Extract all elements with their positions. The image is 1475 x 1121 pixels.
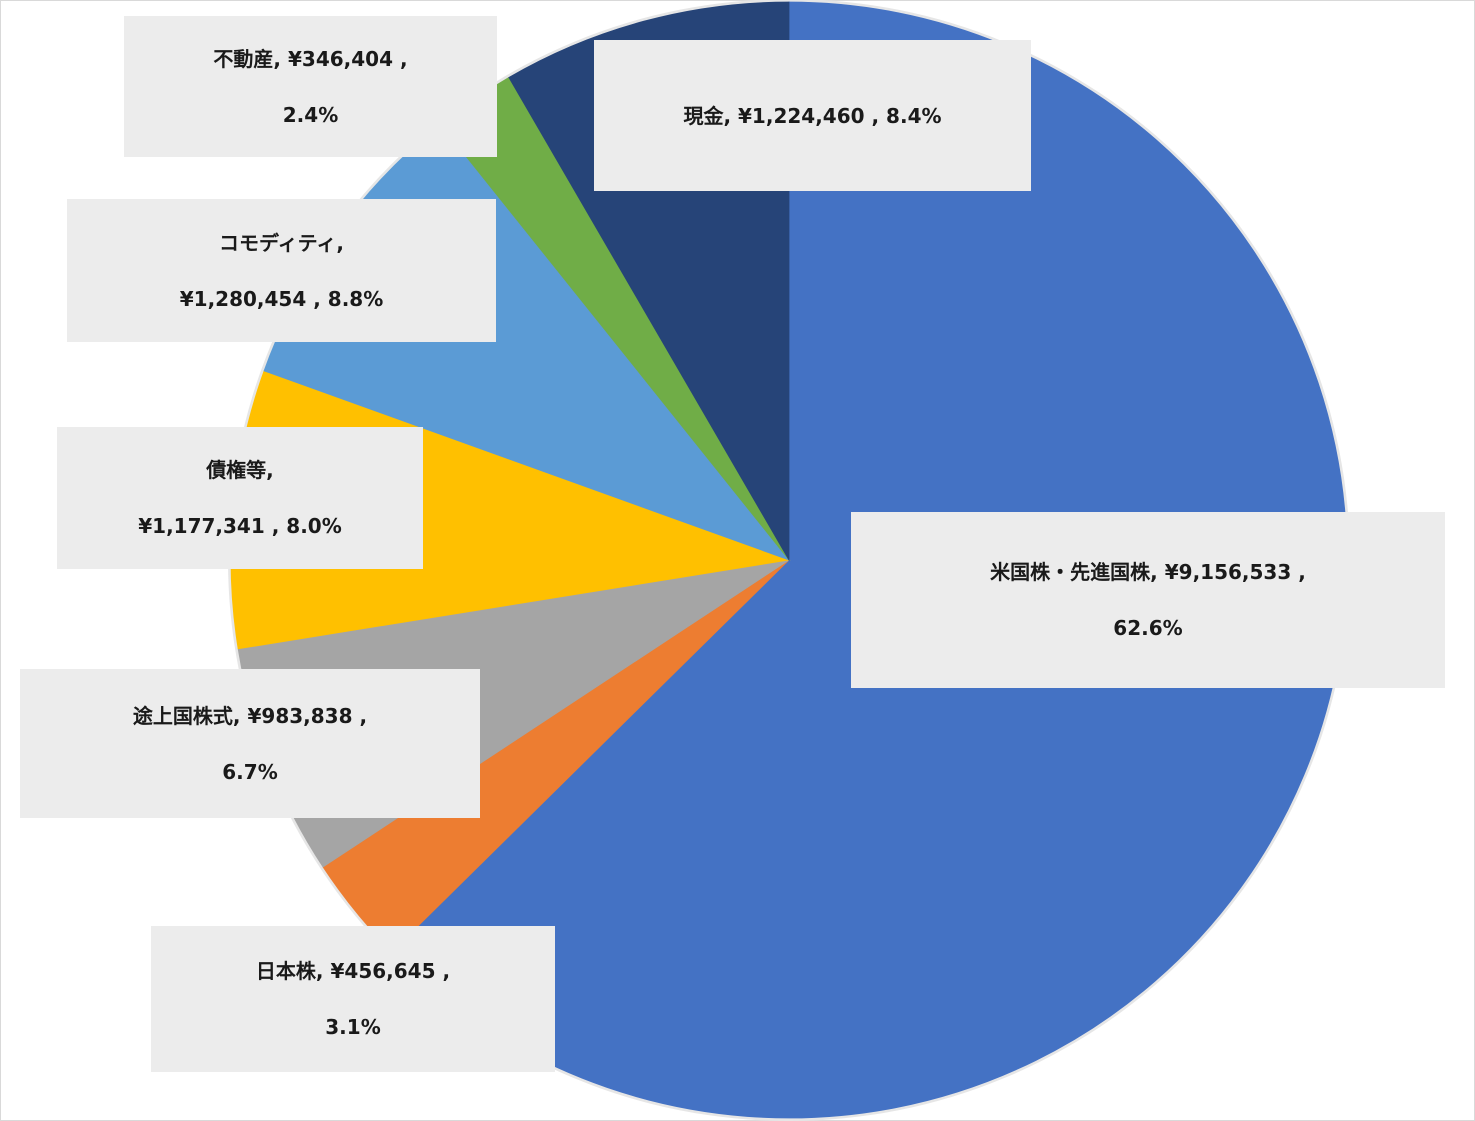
data-label-line: 日本株, ¥456,645 , xyxy=(255,959,451,983)
data-label-line: コモディティ, xyxy=(219,230,344,255)
data-label-1: 米国株・先進国株, ¥9,156,533 , 62.6% xyxy=(851,512,1445,688)
data-label-line: 現金, ¥1,224,460 , 8.4% xyxy=(683,103,942,128)
data-label-5: コモディティ, ¥1,280,454 , 8.8% xyxy=(67,199,496,342)
data-label-line: 3.1% xyxy=(325,1015,381,1039)
data-label-line: 不動産, ¥346,404 , xyxy=(213,46,408,71)
data-label-4: 債権等, ¥1,177,341 , 8.0% xyxy=(57,427,423,569)
data-label-line: ¥1,280,454 , 8.8% xyxy=(179,286,384,311)
data-label-2: 日本株, ¥456,645 , 3.1% xyxy=(151,926,555,1072)
data-label-line: 6.7% xyxy=(222,759,278,784)
data-label-6: 不動産, ¥346,404 , 2.4% xyxy=(124,16,497,157)
data-label-line: 途上国株式, ¥983,838 , xyxy=(132,703,368,728)
data-label-line: 2.4% xyxy=(282,102,339,127)
data-label-line: 62.6% xyxy=(1113,616,1183,640)
data-label-line: 米国株・先進国株, ¥9,156,533 , xyxy=(990,560,1306,584)
data-label-line: ¥1,177,341 , 8.0% xyxy=(138,514,342,538)
data-label-3: 途上国株式, ¥983,838 , 6.7% xyxy=(20,669,480,818)
data-label-7: 現金, ¥1,224,460 , 8.4% xyxy=(594,40,1031,191)
data-label-line: 債権等, xyxy=(206,458,274,482)
